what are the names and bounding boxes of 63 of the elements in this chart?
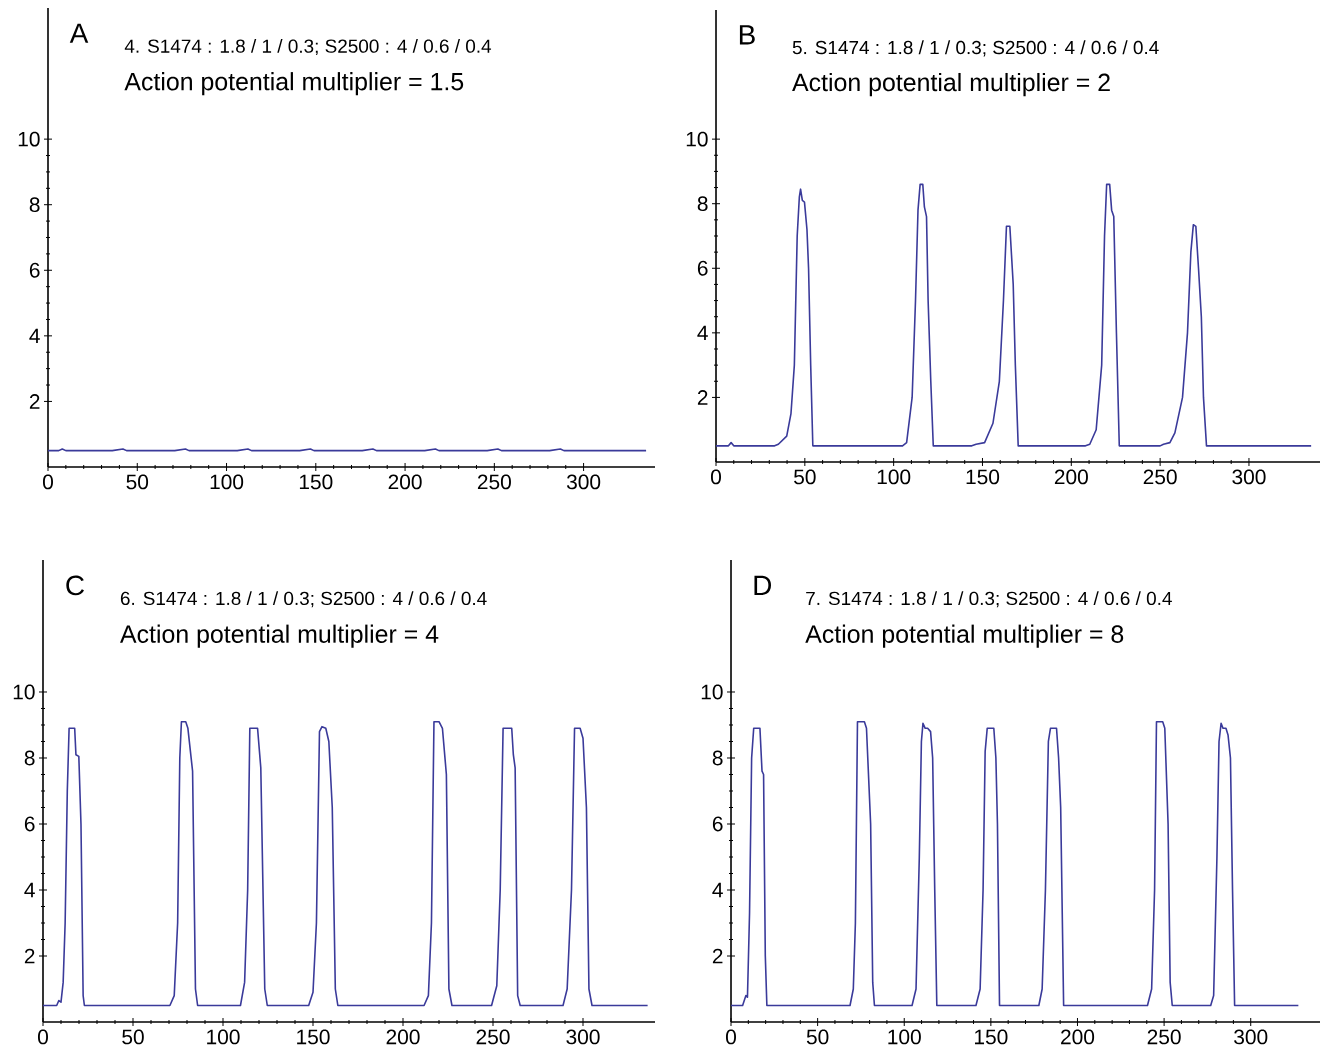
y-tick-label: 2 bbox=[24, 948, 35, 964]
y-tick-label: 4 bbox=[697, 325, 708, 341]
y-tick-label: 4 bbox=[712, 882, 723, 898]
annotation: A bbox=[69, 23, 89, 43]
text: 6. S1474 : 1.8 / 1 / 0.3; S2500 : 4 / 0.6 / 0.4 bbox=[120, 591, 487, 608]
x-tick-label: 250 bbox=[477, 474, 511, 490]
text: Action potential multiplier = 1.5 bbox=[124, 72, 464, 96]
x-tick-label: 50 bbox=[806, 1029, 829, 1045]
x-tick-label: 100 bbox=[207, 1029, 240, 1045]
y-tick-label: 10 bbox=[13, 684, 35, 700]
x-tick-label: 100 bbox=[210, 474, 244, 490]
line-series bbox=[42, 720, 649, 1007]
annotation: B bbox=[739, 25, 755, 45]
x-tick-label: 300 bbox=[1234, 1029, 1268, 1045]
x-tick-label: 200 bbox=[386, 1029, 420, 1045]
text: Action potential multiplier = 2 bbox=[792, 72, 1110, 97]
x-tick-label: 100 bbox=[888, 1029, 921, 1045]
y-tick-label: 10 bbox=[701, 684, 723, 700]
x-tick-label: 300 bbox=[566, 474, 601, 490]
x-tick-label: 300 bbox=[566, 1029, 600, 1045]
x-tick-label: 250 bbox=[476, 1029, 510, 1045]
x-tick-label: 200 bbox=[388, 474, 422, 490]
x-tick-label: 0 bbox=[726, 1029, 736, 1045]
y-tick-label: 8 bbox=[712, 750, 723, 766]
y-tick-label: 8 bbox=[24, 750, 35, 766]
text: 7. S1474 : 1.8 / 1 / 0.3; S2500 : 4 / 0.6 / 0.4 bbox=[806, 591, 1172, 608]
x-tick-label: 150 bbox=[297, 1029, 330, 1045]
annotation: D bbox=[754, 575, 772, 595]
y-tick-label: 8 bbox=[29, 197, 40, 213]
text: 5. S1474 : 1.8 / 1 / 0.3; S2500 : 4 / 0.6 / 0.4 bbox=[792, 40, 1159, 57]
x-tick-label: 250 bbox=[1147, 1029, 1181, 1045]
y-tick-label: 2 bbox=[29, 394, 40, 409]
x-tick-label: 150 bbox=[966, 469, 1000, 485]
y-tick-label: 10 bbox=[18, 131, 40, 147]
y-tick-label: 4 bbox=[24, 882, 35, 898]
y-tick-label: 6 bbox=[29, 262, 40, 278]
text: 4. S1474 : 1.8 / 1 / 0.3; S2500 : 4 / 0.6 / 0.4 bbox=[124, 38, 492, 56]
x-tick-label: 100 bbox=[877, 469, 911, 485]
x-tick-label: 0 bbox=[42, 474, 53, 490]
x-tick-label: 200 bbox=[1061, 1029, 1095, 1045]
y-tick-label: 6 bbox=[24, 816, 35, 832]
x-tick-label: 50 bbox=[126, 474, 149, 490]
x-tick-label: 0 bbox=[711, 469, 721, 485]
line-series bbox=[730, 720, 1300, 1007]
line-series bbox=[715, 183, 1312, 447]
y-tick-label: 2 bbox=[697, 390, 708, 405]
x-tick-label: 300 bbox=[1232, 469, 1266, 485]
x-tick-label: 150 bbox=[975, 1029, 1008, 1045]
y-tick-label: 6 bbox=[697, 260, 708, 276]
x-tick-label: 250 bbox=[1143, 469, 1177, 485]
x-tick-label: 200 bbox=[1054, 469, 1088, 485]
annotation: C bbox=[66, 575, 84, 596]
text: Action potential multiplier = 4 bbox=[120, 624, 439, 648]
x-tick-label: 150 bbox=[299, 474, 333, 490]
y-tick-label: 2 bbox=[712, 948, 723, 964]
text: Action potential multiplier = 8 bbox=[805, 624, 1124, 648]
x-tick-label: 0 bbox=[37, 1029, 48, 1045]
x-tick-label: 50 bbox=[794, 469, 816, 485]
y-tick-label: 6 bbox=[712, 816, 723, 832]
x-tick-label: 50 bbox=[122, 1029, 144, 1045]
y-tick-label: 4 bbox=[29, 328, 40, 344]
y-tick-label: 10 bbox=[686, 131, 708, 147]
y-tick-label: 8 bbox=[697, 196, 708, 212]
